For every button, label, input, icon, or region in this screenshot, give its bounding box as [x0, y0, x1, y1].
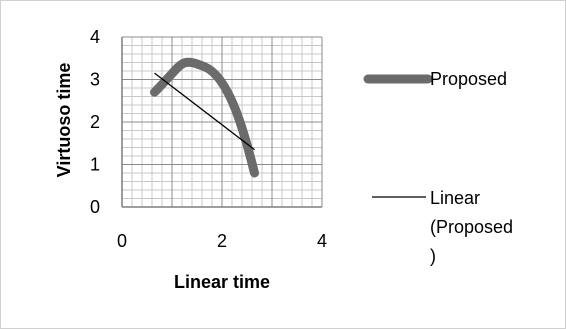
legend: Proposed Linear (Proposed ) [363, 69, 513, 266]
x-tick-label: 0 [117, 231, 127, 251]
series-group [150, 57, 259, 178]
y-tick-label: 1 [90, 155, 100, 175]
y-axis-title: Virtuoso time [54, 63, 74, 178]
y-tick-label: 2 [90, 112, 100, 132]
legend-label-proposed: Proposed [430, 69, 507, 89]
series-line-proposed [150, 57, 259, 178]
y-tick-label: 0 [90, 197, 100, 217]
legend-label-linear-3: ) [430, 246, 436, 266]
legend-label-linear-1: Linear [430, 188, 480, 208]
trendline-linear-proposed [154, 72, 255, 151]
x-axis-title: Linear time [174, 272, 270, 292]
y-tick-label: 4 [90, 27, 100, 47]
grid [121, 36, 323, 208]
y-tick-label: 3 [90, 70, 100, 90]
axes [121, 37, 322, 208]
x-tick-label: 4 [317, 231, 327, 251]
x-tick-label: 2 [217, 231, 227, 251]
tick-labels: 0 2 4 0 1 2 3 4 [90, 27, 327, 251]
legend-label-linear-2: (Proposed [430, 217, 513, 237]
